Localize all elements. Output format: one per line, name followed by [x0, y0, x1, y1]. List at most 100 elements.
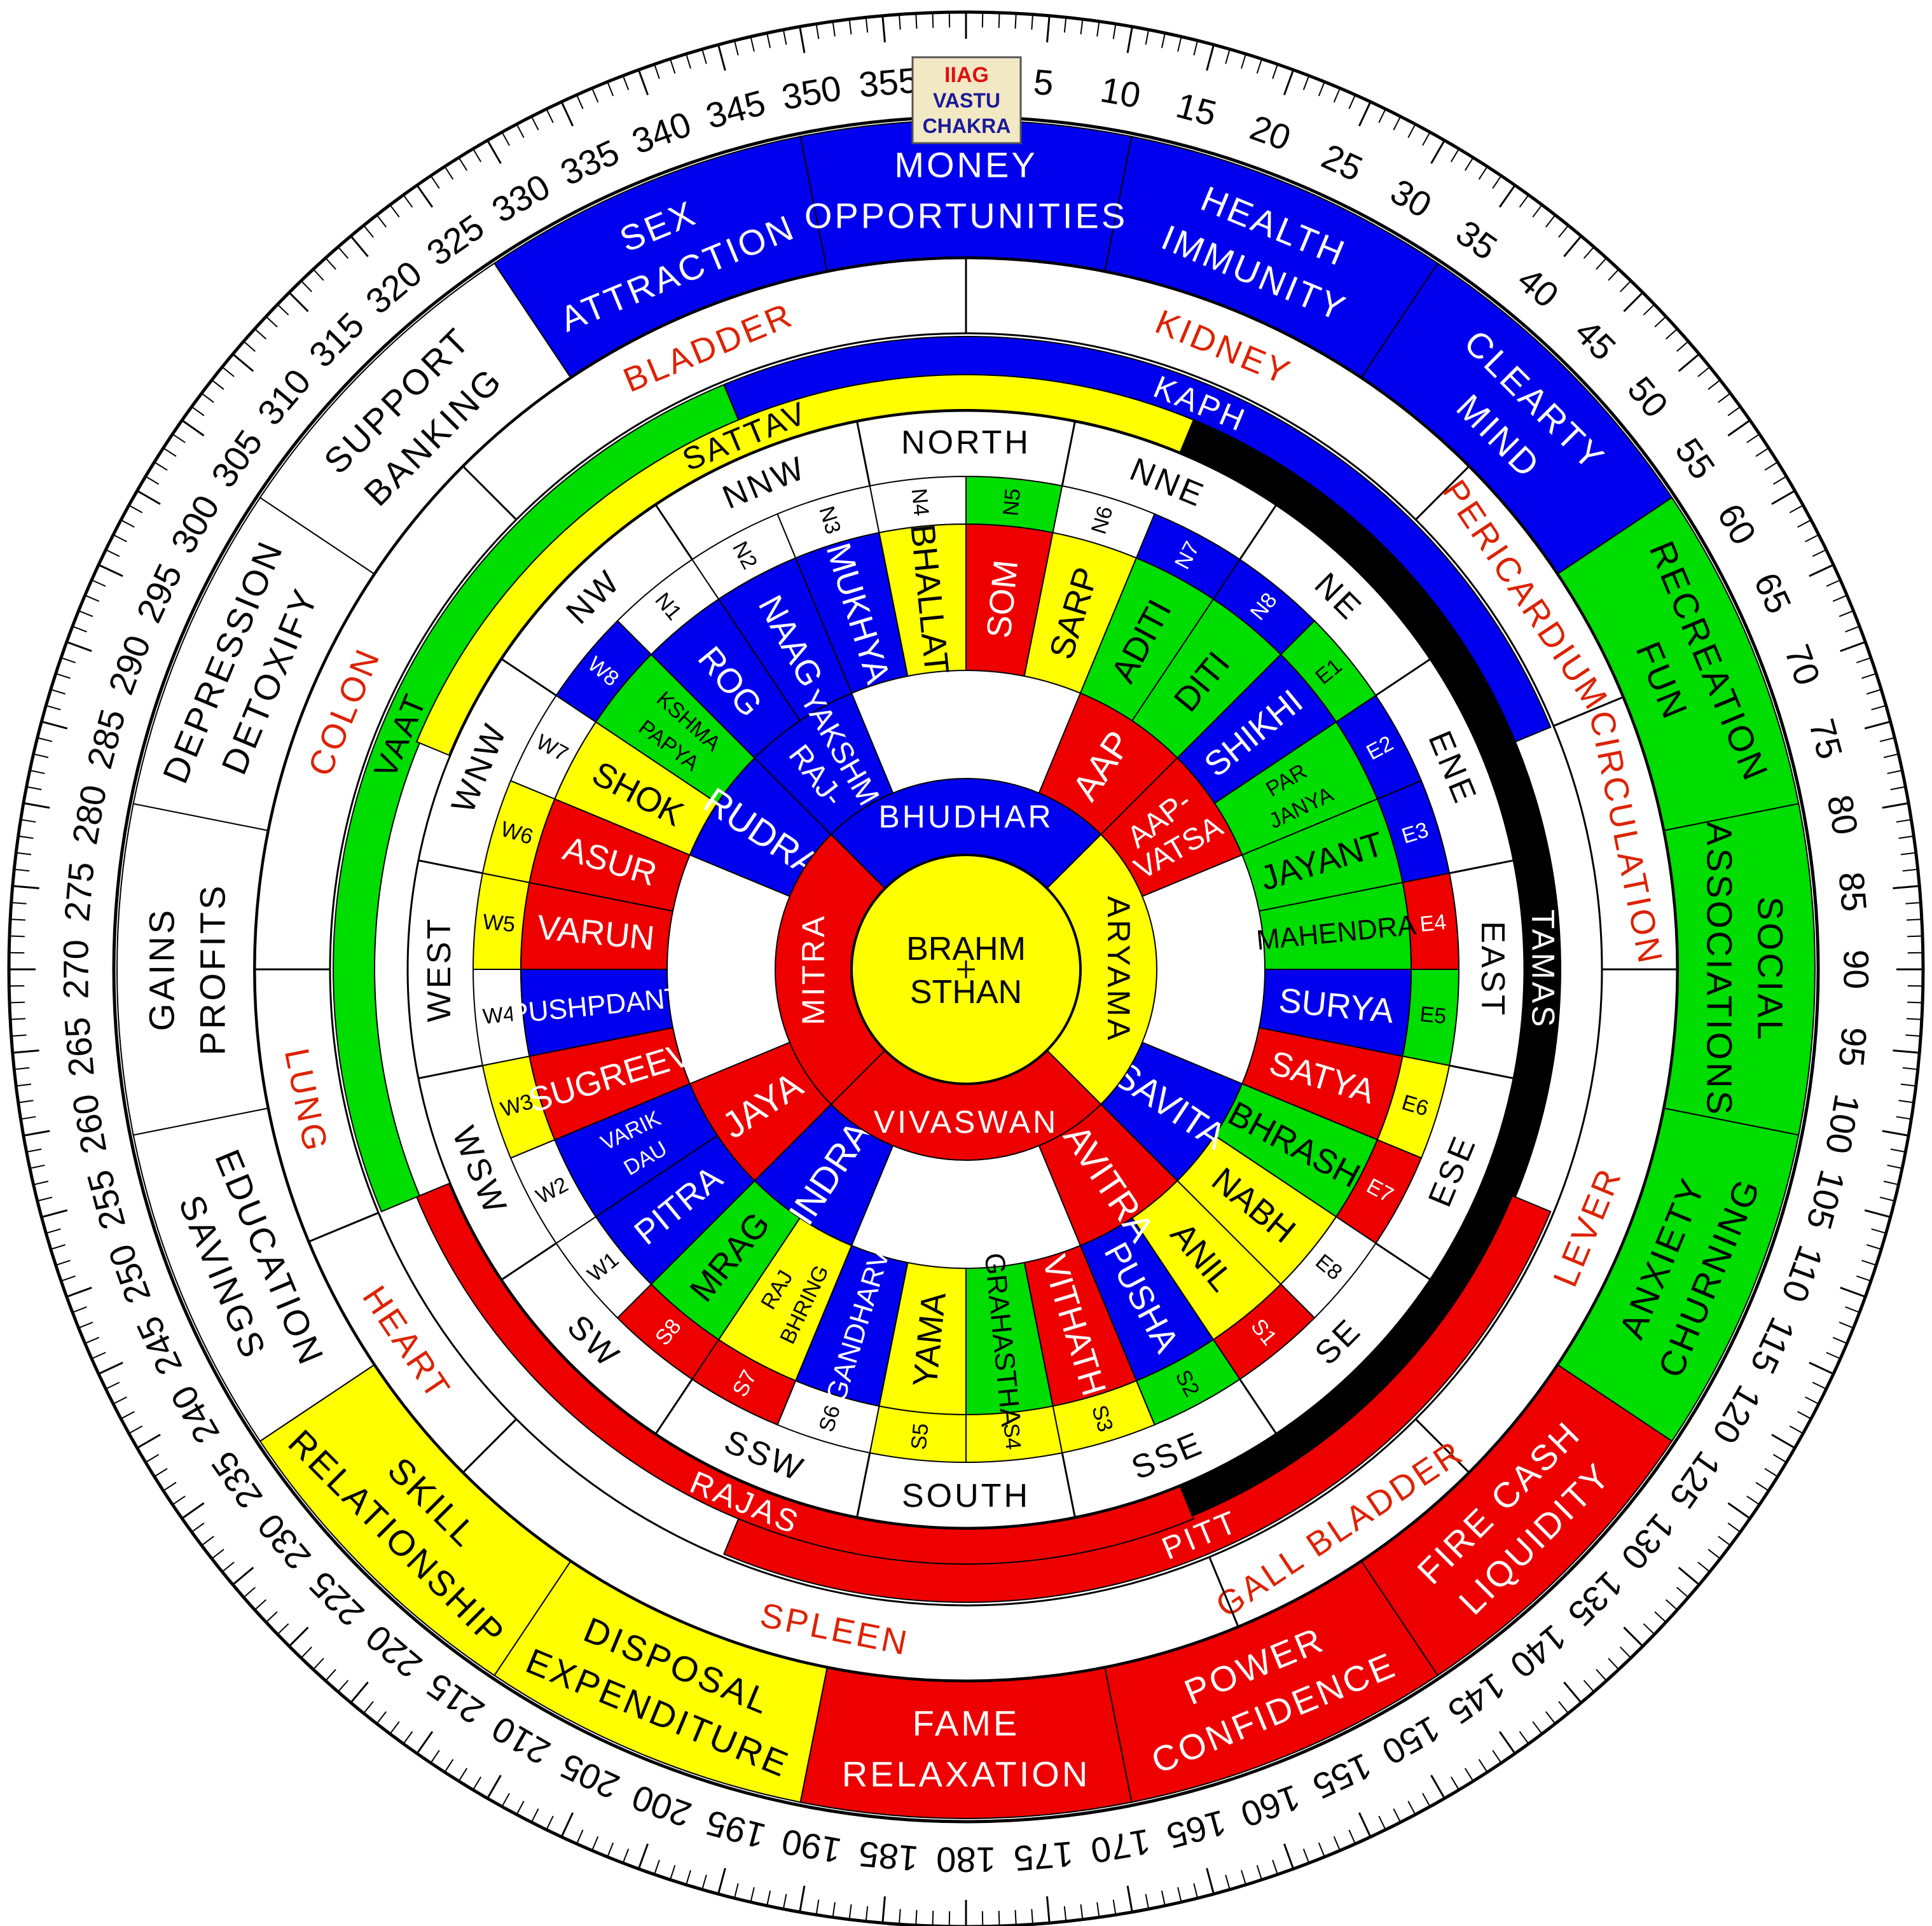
life-area-label: MONEY: [894, 145, 1037, 185]
degree-tick: [1302, 75, 1310, 90]
degree-tick: [1678, 353, 1700, 372]
degree-tick: [1676, 1586, 1689, 1598]
organ-divider: [1208, 1556, 1239, 1627]
degree-label: 180: [936, 1840, 995, 1880]
degree-tick: [181, 1502, 205, 1520]
degree-tick: [701, 49, 707, 64]
degree-label: 95: [1832, 1025, 1875, 1069]
degree-tick: [1193, 40, 1199, 56]
degree-tick: [1430, 139, 1446, 164]
degree-tick: [1563, 235, 1582, 258]
degree-tick: [1225, 49, 1231, 64]
degree-tick: [1623, 1626, 1644, 1647]
degree-tick: [1856, 657, 1872, 663]
degree-tick: [1887, 1164, 1903, 1169]
degree-tick: [486, 1775, 502, 1799]
degree-tick: [1608, 1658, 1620, 1670]
degree-tick: [591, 1836, 599, 1851]
degree-tick: [98, 564, 123, 578]
direction-divider: [1375, 658, 1431, 696]
inner-devta-label: MITRA: [796, 913, 831, 1025]
degree-tick: [1206, 44, 1215, 71]
degree-tick: [881, 1896, 886, 1923]
degree-tick: [1596, 1668, 1607, 1682]
degree-label: 275: [57, 861, 102, 924]
degree-tick: [1519, 1731, 1529, 1745]
degree-tick: [1890, 786, 1906, 791]
degree-tick: [145, 1453, 160, 1463]
center-label: STHAN: [910, 974, 1022, 1011]
inner-devta-label: VIVASWAN: [874, 1104, 1058, 1140]
degree-label: 265: [57, 1016, 102, 1079]
guna-arc: [722, 1195, 1552, 1603]
degree-tick: [20, 1116, 36, 1120]
degree-tick: [733, 1883, 739, 1899]
degree-tick: [1464, 157, 1474, 171]
degree-tick: [265, 1611, 278, 1623]
degree-tick: [1864, 721, 1891, 730]
degree-tick: [782, 29, 787, 45]
degree-tick: [416, 184, 434, 208]
degree-tick: [622, 1848, 630, 1864]
degree-tick: [376, 1711, 387, 1724]
degree-tick: [1797, 1411, 1812, 1420]
degree-tick: [120, 1411, 135, 1420]
degree-tick: [486, 139, 502, 164]
degree-tick: [403, 1731, 413, 1745]
degree-tick: [136, 1434, 161, 1449]
degree-tick: [50, 689, 66, 695]
degree-tick: [1866, 1244, 1882, 1250]
degree-label: 175: [1012, 1834, 1075, 1879]
degree-tick: [576, 1829, 584, 1845]
degree-tick: [1898, 835, 1914, 839]
degree-tick: [1900, 852, 1916, 856]
degree-tick: [37, 737, 53, 742]
degree-tick: [1905, 1034, 1921, 1037]
zone-code-label: E5: [1419, 1002, 1447, 1029]
degree-tick: [1727, 1522, 1741, 1533]
title-line: VASTU: [933, 89, 1000, 112]
degree-tick: [1898, 1100, 1914, 1104]
degree-tick: [932, 12, 934, 28]
degree-tick: [1856, 1275, 1872, 1282]
degree-tick: [1708, 379, 1721, 390]
degree-tick: [1665, 1599, 1678, 1611]
degree-tick: [1241, 53, 1246, 69]
degree-tick: [60, 1275, 76, 1282]
degree-tick: [389, 1721, 400, 1735]
degree-tick: [337, 246, 349, 259]
degree-tick: [1080, 19, 1084, 35]
organ-divider: [1415, 466, 1470, 520]
degree-tick: [1112, 24, 1117, 39]
degree-tick: [1764, 1467, 1778, 1478]
degree-tick: [1478, 1759, 1488, 1773]
degree-tick: [1879, 1196, 1895, 1202]
degree-tick: [1063, 17, 1067, 33]
degree-tick: [376, 214, 387, 228]
degree-tick: [23, 802, 50, 809]
life-area-sector: [799, 1667, 1133, 1820]
organ-divider: [462, 466, 517, 520]
degree-tick: [1839, 1321, 1854, 1329]
degree-label: 5: [1032, 62, 1056, 103]
degree-label: 85: [1832, 870, 1875, 913]
degree-tick: [1718, 1535, 1731, 1546]
degree-tick: [899, 1909, 901, 1925]
direction-divider: [418, 1064, 483, 1079]
degree-tick: [1608, 268, 1620, 281]
degree-tick: [1755, 447, 1769, 457]
degree-tick: [1772, 1453, 1787, 1463]
degree-tick: [1697, 366, 1711, 377]
degree-tick: [1450, 148, 1459, 163]
degree-tick: [1764, 461, 1778, 471]
degree-tick: [516, 1801, 525, 1815]
degree-tick: [145, 476, 160, 485]
zone-code-label: W5: [481, 910, 516, 937]
degree-tick: [1126, 26, 1133, 53]
degree-tick: [85, 1336, 100, 1344]
direction-label: NORTH: [901, 424, 1031, 461]
degree-tick: [12, 1050, 39, 1054]
degree-tick: [750, 36, 755, 52]
degree-tick: [1532, 204, 1543, 218]
